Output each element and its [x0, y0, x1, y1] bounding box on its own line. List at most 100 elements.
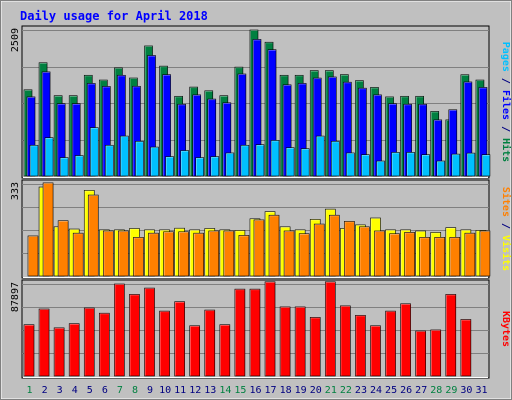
pages-bar-day-12	[195, 157, 205, 177]
kbytes-bar-day-5	[83, 307, 95, 377]
pages-bar-day-11	[180, 150, 189, 177]
x-tick-label: 12	[189, 385, 201, 396]
kbytes-bar-day-28	[430, 329, 442, 377]
pages-bar-day-31	[481, 154, 491, 177]
x-tick-label: 29	[445, 385, 457, 396]
x-tick-label: 10	[159, 385, 171, 396]
pages-bar-day-10	[165, 156, 174, 177]
x-tick-label: 5	[87, 385, 93, 396]
sites-bar-day-8	[133, 237, 144, 277]
x-tick-label: 16	[249, 385, 261, 396]
sites-bar-day-21	[328, 214, 340, 277]
kbytes-bar-day-26	[400, 303, 411, 377]
sites-bar-day-26	[404, 232, 415, 277]
x-tick-label: 22	[340, 385, 352, 396]
sites-bar-day-11	[178, 231, 189, 277]
y-axis-label-part: Pages	[500, 42, 511, 72]
sites-bar-day-13	[208, 230, 220, 277]
kbytes-bar-day-4	[68, 323, 80, 377]
sites-bar-day-12	[193, 232, 205, 277]
sites-bar-day-9	[148, 232, 159, 277]
pages-bar-day-4	[74, 155, 84, 177]
sites-bar-day-1	[27, 235, 39, 277]
kbytes-bar-day-13	[204, 309, 216, 377]
sites-bar-day-25	[389, 233, 400, 277]
kbytes-bar-day-27	[415, 330, 426, 377]
sites-bar-day-7	[118, 230, 129, 277]
x-tick-label: 24	[370, 385, 382, 396]
x-tick-label: 27	[415, 385, 427, 396]
sites-bar-day-10	[163, 231, 174, 277]
pages-bar-day-22	[346, 152, 355, 177]
kbytes-bar-day-25	[385, 310, 396, 377]
kbytes-bar-day-1	[23, 324, 35, 377]
x-tick-label: 31	[475, 385, 487, 396]
kbytes-bar-day-7	[114, 283, 125, 377]
pages-bar-day-13	[210, 156, 220, 177]
x-tick-label: 19	[295, 385, 307, 396]
kbytes-bar-day-30	[460, 319, 472, 377]
sites-bar-day-6	[103, 230, 114, 277]
x-tick-label: 15	[234, 385, 246, 396]
x-tick-label: 25	[385, 385, 397, 396]
pages-bar-day-7	[120, 135, 129, 177]
y-axis-label-part: /	[500, 217, 511, 235]
kbytes-bar-day-19	[294, 306, 306, 377]
sites-bar-day-14	[223, 230, 235, 277]
x-tick-label: 20	[310, 385, 322, 396]
kbytes-bar-day-24	[370, 325, 381, 377]
sites-bar-day-19	[298, 233, 310, 277]
x-tick-label: 30	[460, 385, 472, 396]
y-max-label: 333	[10, 182, 21, 200]
sites-bar-day-4	[72, 232, 84, 277]
y-axis-label-part: Sites	[500, 187, 512, 217]
chart-title: Daily usage for April 2018	[20, 9, 208, 23]
sites-bar-day-28	[434, 237, 446, 277]
kbytes-bar-day-16	[249, 288, 261, 377]
sites-bar-day-20	[313, 223, 325, 277]
sites-bar-day-30	[464, 232, 476, 277]
y-axis-label-part: Visits	[500, 235, 512, 271]
pages-bar-day-1	[29, 144, 39, 177]
pages-bar-day-23	[361, 154, 370, 177]
sites-bar-day-3	[57, 220, 69, 277]
pages-bar-day-15	[240, 144, 250, 177]
sites-bar-day-31	[479, 230, 491, 277]
sites-bar-day-24	[374, 230, 385, 277]
pages-bar-day-6	[105, 144, 114, 177]
x-tick-label: 1	[27, 385, 33, 396]
pages-bar-day-2	[44, 137, 54, 177]
x-tick-label: 2	[42, 385, 48, 396]
pages-bar-day-27	[421, 154, 430, 177]
sites-bar-day-17	[268, 214, 280, 277]
kbytes-bar-day-21	[324, 281, 336, 377]
x-tick-label: 14	[219, 385, 231, 396]
kbytes-bar-day-12	[189, 325, 201, 377]
x-tick-label: 9	[147, 385, 153, 396]
pages-bar-day-19	[300, 148, 310, 177]
y-axis-label-part: Hits	[500, 138, 512, 162]
kbytes-bar-day-3	[53, 327, 65, 377]
x-tick-label: 21	[325, 385, 337, 396]
y-max-label: 87897	[10, 282, 21, 312]
x-tick-label: 8	[132, 385, 138, 396]
kbytes-bar-day-14	[219, 324, 231, 377]
x-tick-label: 11	[174, 385, 186, 396]
pages-bar-day-29	[451, 153, 461, 177]
x-tick-label: 26	[400, 385, 412, 396]
y-max-label: 2509	[10, 28, 21, 52]
pages-bar-day-9	[150, 146, 159, 177]
y-axis-label-part: /	[500, 72, 511, 90]
kbytes-bar-day-15	[234, 288, 246, 377]
pages-bar-day-26	[406, 152, 415, 177]
sites-bar-day-2	[42, 182, 54, 277]
pages-bar-day-24	[376, 160, 385, 177]
sites-bar-day-27	[419, 237, 430, 277]
x-tick-label: 4	[72, 385, 78, 396]
kbytes-bar-day-11	[174, 301, 185, 377]
kbytes-bar-day-22	[340, 305, 351, 377]
pages-bar-day-8	[135, 141, 144, 177]
kbytes-bar-day-17	[264, 281, 276, 377]
